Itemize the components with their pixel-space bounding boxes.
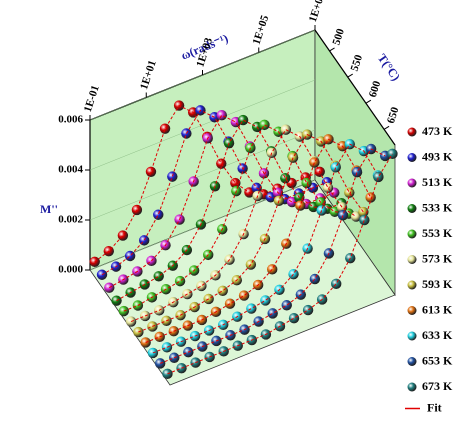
y-tick-label: 0.006 (58, 114, 83, 126)
data-point (138, 235, 150, 246)
legend-swatch (407, 204, 417, 213)
grid-line (89, 129, 316, 221)
legend-swatch (407, 229, 417, 239)
legend-swatch (407, 178, 417, 188)
data-point (280, 172, 291, 184)
legend-label: 473 K (422, 124, 453, 138)
data-point (281, 300, 292, 311)
z-tick (383, 125, 390, 130)
z-tick-label: 650 (385, 105, 402, 125)
data-point (351, 166, 363, 178)
data-point (224, 298, 236, 309)
legend-label: 513 K (422, 175, 453, 189)
fit-line (152, 143, 379, 354)
fit-line (123, 124, 349, 312)
data-point (159, 123, 171, 134)
data-point (216, 110, 227, 121)
fit-line (159, 148, 386, 364)
z-tick (347, 73, 353, 78)
fit-line (138, 133, 364, 333)
data-point (217, 285, 228, 296)
data-point (237, 114, 249, 126)
data-point (373, 171, 384, 183)
fit-line (130, 129, 357, 323)
fit-line (167, 153, 393, 375)
data-point (331, 278, 342, 290)
z-axis (314, 29, 396, 146)
data-point (288, 313, 300, 324)
fit-line (101, 109, 328, 276)
x-tick-label: 1E+01 (138, 59, 159, 91)
z-axis-label: T(°C) (375, 51, 403, 83)
data-point (365, 192, 376, 203)
legend-swatch (407, 306, 417, 315)
data-point (246, 303, 257, 314)
legend-swatch (407, 280, 417, 290)
data-point (280, 124, 291, 135)
data-point (267, 308, 278, 319)
legend-label: 533 K (422, 200, 453, 214)
fit-line (145, 138, 372, 343)
data-point (174, 275, 186, 287)
legend-label: 653 K (422, 353, 453, 367)
fit-line (116, 119, 342, 302)
data-point (337, 210, 349, 221)
data-point (301, 177, 312, 189)
z-tick (329, 47, 335, 52)
fit-line (94, 104, 320, 263)
legend-label: 493 K (422, 149, 453, 163)
y-tick-label: 0.002 (58, 214, 83, 226)
x-tick-label: 1E-01 (82, 84, 102, 114)
data-point (259, 119, 270, 131)
legend-swatch (407, 331, 417, 341)
grid-line (89, 79, 316, 171)
legend-swatch (407, 127, 417, 137)
y-tick-label: 0.000 (58, 264, 83, 276)
x-tick-label: 1E+03 (194, 36, 215, 69)
data-point (196, 280, 207, 292)
data-point (117, 230, 129, 241)
data-point (153, 209, 164, 220)
z-tick (365, 99, 372, 104)
data-point (344, 187, 355, 198)
x-tick-label: 1E+05 (251, 13, 272, 46)
z-tick-label: 500 (330, 27, 347, 47)
data-point (287, 152, 299, 163)
legend-label: 573 K (422, 251, 453, 265)
data-point (322, 182, 334, 194)
data-point (230, 177, 241, 189)
data-point (358, 206, 369, 218)
legend-swatch (407, 255, 417, 264)
data-point (238, 290, 250, 301)
legend-swatch (407, 357, 417, 366)
y-tick-label: 0.004 (58, 164, 83, 176)
legend-swatch (407, 382, 417, 392)
data-point (124, 250, 136, 262)
legend-swatch (407, 153, 417, 162)
x-tick-label: 1E+07 (307, 0, 328, 24)
legend-label: 673 K (422, 379, 453, 393)
data-point (309, 273, 321, 285)
data-point (330, 162, 341, 173)
data-point (309, 157, 320, 168)
data-point (167, 171, 178, 182)
data-point (359, 214, 370, 226)
z-tick-label: 550 (349, 53, 366, 73)
legend-label: 633 K (422, 328, 453, 342)
data-point (145, 166, 157, 177)
data-point (288, 268, 299, 280)
legend-label: 553 K (422, 226, 453, 240)
legend-label: Fit (427, 400, 442, 414)
data-point (336, 201, 348, 213)
data-point (260, 295, 271, 306)
y-axis-label: M'' (40, 202, 58, 216)
legend-label: 593 K (422, 277, 453, 291)
data-point (153, 271, 164, 282)
data-point (302, 304, 314, 316)
legend-label: 613 K (422, 302, 453, 316)
z-tick-label: 600 (367, 79, 384, 99)
